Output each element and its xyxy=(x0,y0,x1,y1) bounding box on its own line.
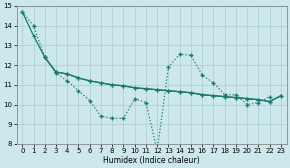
X-axis label: Humidex (Indice chaleur): Humidex (Indice chaleur) xyxy=(103,156,200,164)
